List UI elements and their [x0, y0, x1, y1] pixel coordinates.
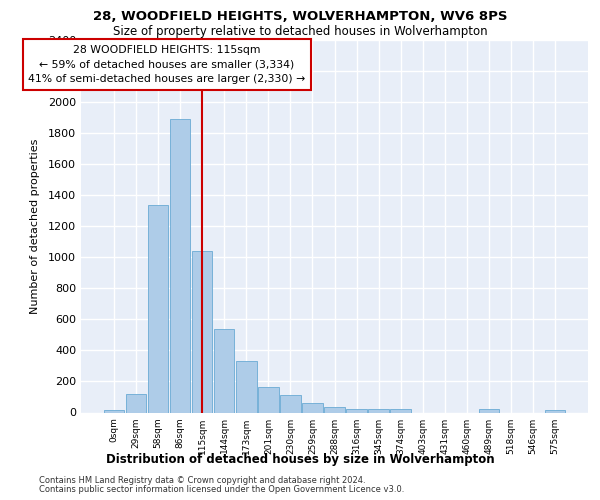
Bar [236, 360, 257, 412]
Bar [170, 119, 190, 412]
Bar [280, 396, 301, 412]
Text: Contains HM Land Registry data © Crown copyright and database right 2024.: Contains HM Land Registry data © Crown c… [39, 476, 365, 485]
Bar [346, 408, 367, 412]
Text: 28, WOODFIELD HEIGHTS, WOLVERHAMPTON, WV6 8PS: 28, WOODFIELD HEIGHTS, WOLVERHAMPTON, WV… [93, 10, 507, 23]
Text: Contains public sector information licensed under the Open Government Licence v3: Contains public sector information licen… [39, 485, 404, 494]
Text: Size of property relative to detached houses in Wolverhampton: Size of property relative to detached ho… [113, 25, 487, 38]
Text: 28 WOODFIELD HEIGHTS: 115sqm
← 59% of detached houses are smaller (3,334)
41% of: 28 WOODFIELD HEIGHTS: 115sqm ← 59% of de… [28, 44, 305, 84]
Bar [391, 410, 411, 412]
Bar [126, 394, 146, 412]
Bar [214, 328, 235, 412]
Bar [104, 410, 124, 412]
Bar [192, 251, 212, 412]
Bar [258, 387, 278, 412]
Bar [148, 204, 169, 412]
Y-axis label: Number of detached properties: Number of detached properties [29, 138, 40, 314]
Text: Distribution of detached houses by size in Wolverhampton: Distribution of detached houses by size … [106, 452, 494, 466]
Bar [479, 410, 499, 412]
Bar [302, 403, 323, 412]
Bar [368, 408, 389, 412]
Bar [325, 406, 344, 412]
Bar [545, 410, 565, 412]
